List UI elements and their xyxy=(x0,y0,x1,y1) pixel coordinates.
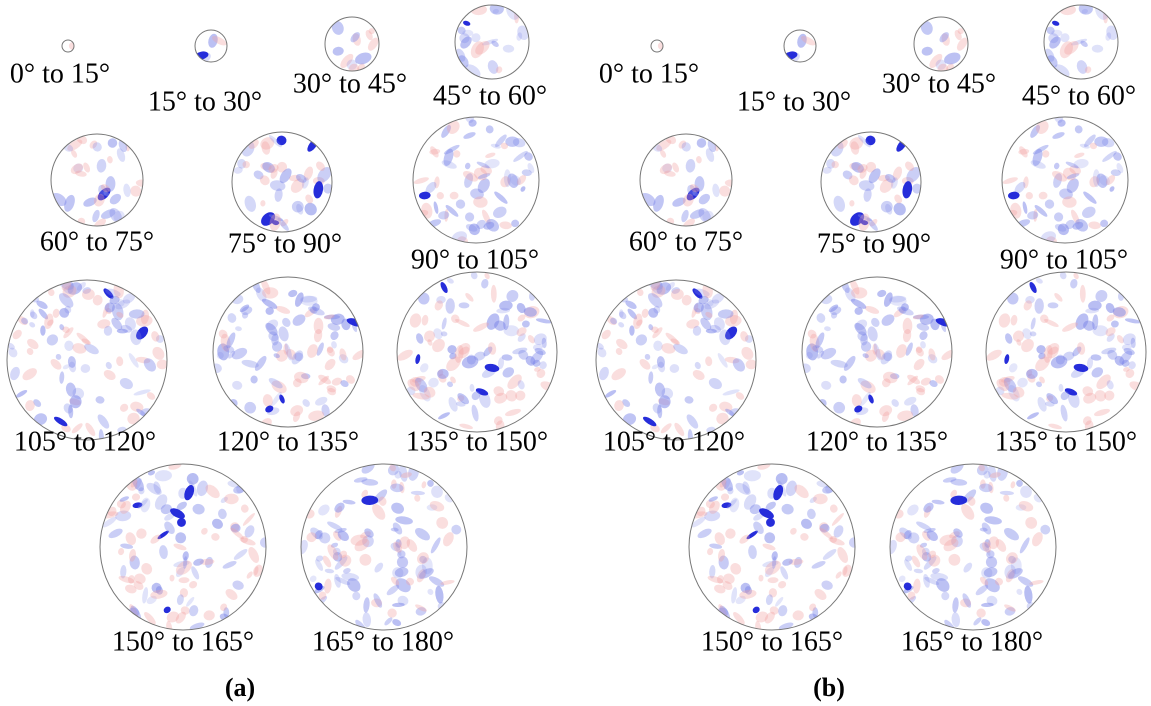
pole-figure xyxy=(413,111,539,248)
figure: 0° to 15° 15° to 30° 30° to 45° 45° to 60° 6… xyxy=(0,0,1151,706)
pole-figure xyxy=(885,460,1056,634)
panel-label: (a) xyxy=(225,673,255,702)
map-label: 165° to 180° xyxy=(901,626,1043,657)
pole-figure xyxy=(232,132,334,232)
pole-figure xyxy=(49,132,150,231)
pole-figure xyxy=(1002,111,1128,248)
map-label: 150° to 165° xyxy=(112,626,254,657)
map-label: 120° to 135° xyxy=(806,426,948,457)
map-label: 45° to 60° xyxy=(1022,80,1136,111)
map-label: 15° to 30° xyxy=(148,86,262,117)
map-label: 75° to 90° xyxy=(228,228,342,259)
map-label: 60° to 75° xyxy=(40,226,154,257)
map-label: 90° to 105° xyxy=(1000,244,1128,275)
pole-figure xyxy=(651,40,668,52)
map-label: 105° to 120° xyxy=(14,426,156,457)
map-label: 30° to 45° xyxy=(882,68,996,99)
pole-figure xyxy=(453,1,530,80)
map-label: 30° to 45° xyxy=(293,68,407,99)
pole-figure xyxy=(296,460,467,634)
panel: 0° to 15° 15° to 30° 30° to 45° 45° to 60° 6… xyxy=(595,1,1146,702)
map-label: 60° to 75° xyxy=(629,226,743,257)
pole-figure xyxy=(62,40,79,52)
pole-figure xyxy=(1042,1,1119,80)
map-label: 45° to 60° xyxy=(433,80,547,111)
map-label: 120° to 135° xyxy=(217,426,359,457)
panel-label: (b) xyxy=(813,673,845,702)
pole-figure xyxy=(595,275,757,445)
map-label: 135° to 150° xyxy=(995,426,1137,457)
map-label: 0° to 15° xyxy=(599,58,699,89)
map-label: 75° to 90° xyxy=(817,228,931,259)
pole-figure xyxy=(821,132,923,232)
map-label: 135° to 150° xyxy=(406,426,548,457)
panel: 0° to 15° 15° to 30° 30° to 45° 45° to 60° 6… xyxy=(6,1,557,702)
map-label: 0° to 15° xyxy=(10,58,110,89)
map-label: 165° to 180° xyxy=(312,626,454,657)
map-label: 15° to 30° xyxy=(737,86,851,117)
map-label: 105° to 120° xyxy=(603,426,745,457)
pole-figure xyxy=(6,275,168,445)
pole-figure xyxy=(638,132,739,231)
map-label: 90° to 105° xyxy=(411,244,539,275)
map-label: 150° to 165° xyxy=(701,626,843,657)
